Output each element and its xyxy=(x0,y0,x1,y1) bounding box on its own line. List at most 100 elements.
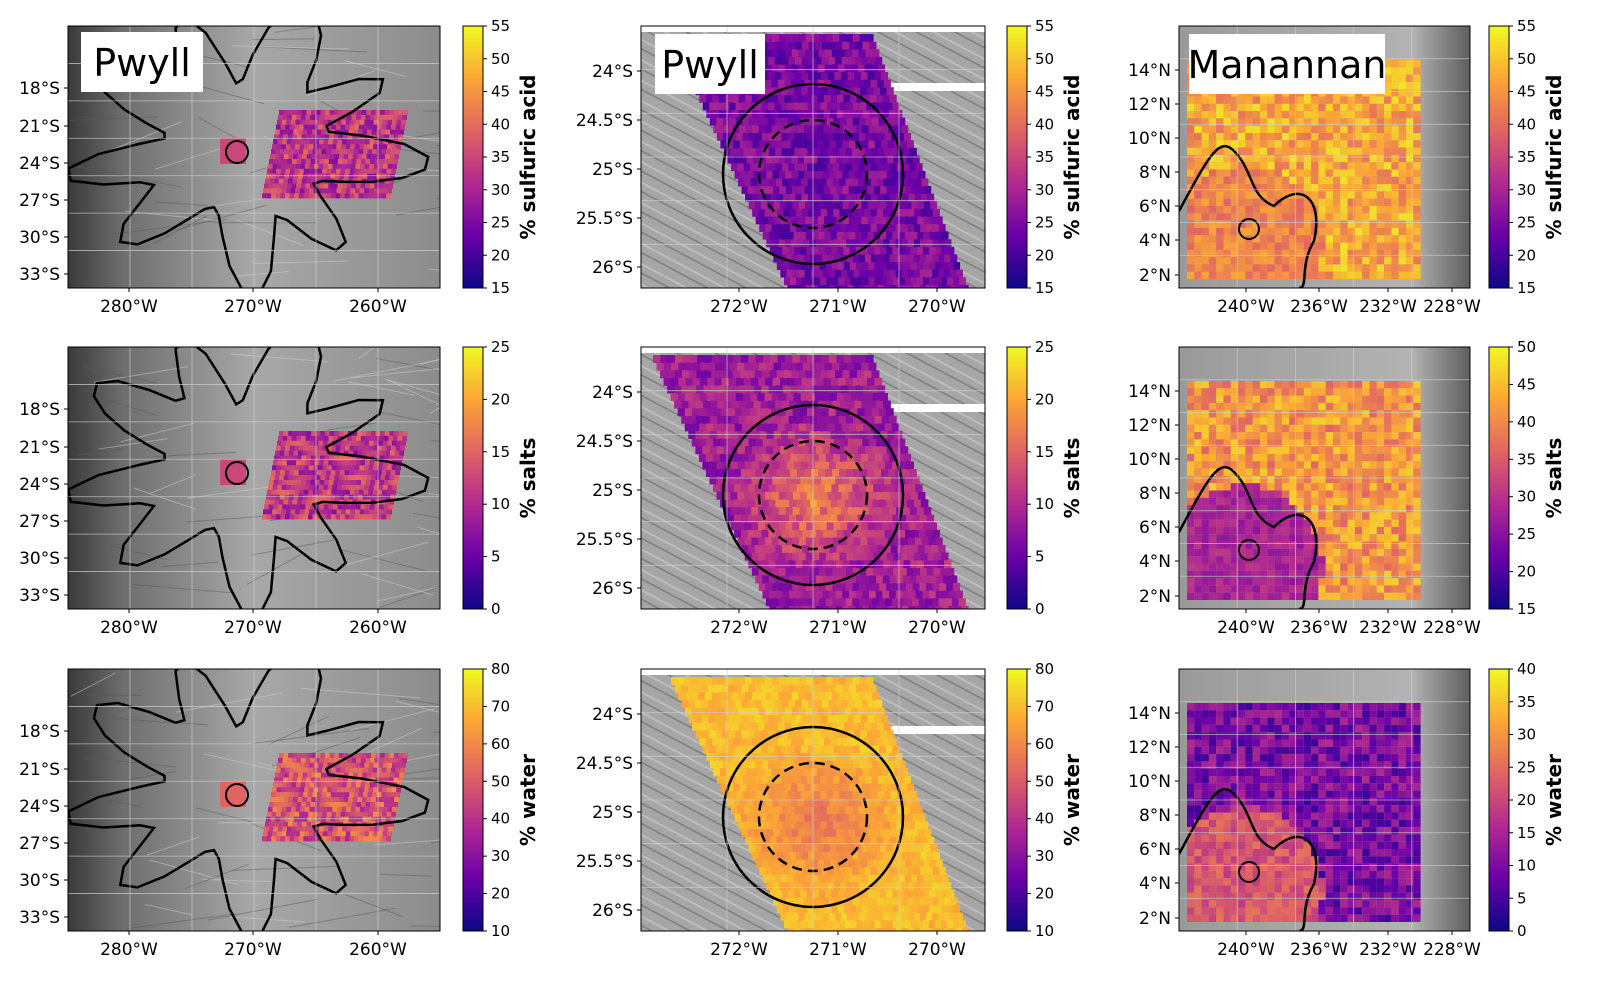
abundance-cell xyxy=(1230,534,1239,542)
y-tick-label: 21°S xyxy=(19,117,60,137)
abundance-cell xyxy=(827,72,836,80)
abundance-cell xyxy=(681,415,689,424)
abundance-cell xyxy=(1281,147,1290,155)
abundance-cell xyxy=(745,125,753,134)
abundance-cell xyxy=(347,455,353,461)
abundance-cell xyxy=(816,140,824,149)
abundance-cell xyxy=(356,114,361,120)
abundance-cell xyxy=(284,470,290,476)
abundance-cell xyxy=(699,408,708,417)
abundance-cell xyxy=(755,117,763,126)
abundance-cell xyxy=(356,134,362,140)
abundance-cell xyxy=(870,208,878,217)
abundance-cell xyxy=(778,125,786,134)
abundance-cell xyxy=(706,393,715,401)
abundance-cell xyxy=(883,491,891,500)
abundance-cell xyxy=(1369,125,1377,133)
abundance-cell xyxy=(327,188,333,194)
abundance-cell xyxy=(1274,534,1282,542)
abundance-cell xyxy=(918,529,927,538)
abundance-cell xyxy=(1413,227,1421,236)
abundance-cell xyxy=(1296,585,1304,593)
abundance-cell xyxy=(1391,89,1399,97)
crater-boundary-outline xyxy=(1179,145,1318,288)
abundance-cell xyxy=(869,575,877,584)
abundance-cell xyxy=(826,132,834,141)
abundance-cell xyxy=(750,393,758,401)
abundance-cell xyxy=(692,393,701,401)
abundance-cell xyxy=(1194,410,1202,418)
abundance-cell xyxy=(909,469,917,477)
abundance-cell xyxy=(1296,103,1304,112)
abundance-cell xyxy=(846,34,854,42)
abundance-cell xyxy=(883,284,891,288)
abundance-cell xyxy=(1311,570,1319,579)
abundance-cell xyxy=(1325,585,1333,593)
abundance-cell xyxy=(772,491,780,500)
abundance-cell xyxy=(912,598,920,607)
abundance-cell xyxy=(836,186,844,194)
abundance-cell xyxy=(1289,417,1297,425)
abundance-cell xyxy=(1354,227,1363,236)
abundance-cell xyxy=(818,246,826,255)
abundance-cell xyxy=(356,159,362,165)
abundance-cell xyxy=(882,590,890,599)
abundance-cell xyxy=(927,193,935,202)
abundance-cell xyxy=(1223,154,1231,163)
abundance-cell xyxy=(284,450,289,456)
abundance-cell xyxy=(946,583,954,591)
colorbar xyxy=(1006,346,1028,610)
abundance-cell xyxy=(815,560,824,569)
abundance-cell xyxy=(1318,381,1326,389)
abundance-cell xyxy=(1267,578,1275,586)
abundance-cell xyxy=(1267,381,1275,389)
abundance-cell xyxy=(765,552,773,561)
abundance-cell xyxy=(817,415,826,424)
abundance-cell xyxy=(873,431,882,439)
abundance-cell xyxy=(304,484,310,490)
abundance-cell xyxy=(925,598,933,607)
abundance-cell xyxy=(799,355,808,363)
abundance-cell xyxy=(346,163,351,169)
colorbar-tick-label: 20 xyxy=(491,246,510,264)
abundance-cell xyxy=(863,79,872,88)
abundance-cell xyxy=(878,598,887,607)
abundance-cell xyxy=(394,110,399,116)
abundance-cell xyxy=(950,254,958,263)
abundance-cell xyxy=(866,431,874,439)
abundance-cell xyxy=(779,491,787,500)
abundance-cell xyxy=(822,545,831,553)
abundance-cell xyxy=(883,400,891,409)
abundance-cell xyxy=(917,216,925,225)
abundance-cell xyxy=(1318,133,1326,141)
abundance-cell xyxy=(264,504,269,510)
abundance-cell xyxy=(342,183,347,189)
abundance-cell xyxy=(1208,133,1217,141)
abundance-cell xyxy=(316,475,321,481)
abundance-cell xyxy=(293,494,299,500)
abundance-cell xyxy=(359,440,365,446)
abundance-cell xyxy=(857,529,865,538)
abundance-cell xyxy=(817,284,825,288)
abundance-cell xyxy=(899,461,907,470)
abundance-cell xyxy=(823,529,831,538)
abundance-cell xyxy=(807,262,814,270)
abundance-cell xyxy=(759,140,767,149)
abundance-cell xyxy=(855,186,862,194)
abundance-cell xyxy=(837,431,846,439)
abundance-cell xyxy=(923,231,931,240)
abundance-cell xyxy=(707,362,716,371)
abundance-cell xyxy=(356,504,361,510)
abundance-cell xyxy=(857,64,866,73)
abundance-cell xyxy=(1296,475,1304,484)
abundance-cell xyxy=(327,484,333,490)
abundance-cell xyxy=(737,461,746,470)
abundance-cell xyxy=(832,277,839,286)
abundance-cell xyxy=(737,446,746,455)
abundance-cell xyxy=(684,423,693,432)
abundance-cell xyxy=(1252,154,1260,163)
abundance-cell xyxy=(1208,162,1217,170)
abundance-cell xyxy=(856,476,864,485)
abundance-cell xyxy=(905,476,913,485)
abundance-cell xyxy=(301,499,307,505)
